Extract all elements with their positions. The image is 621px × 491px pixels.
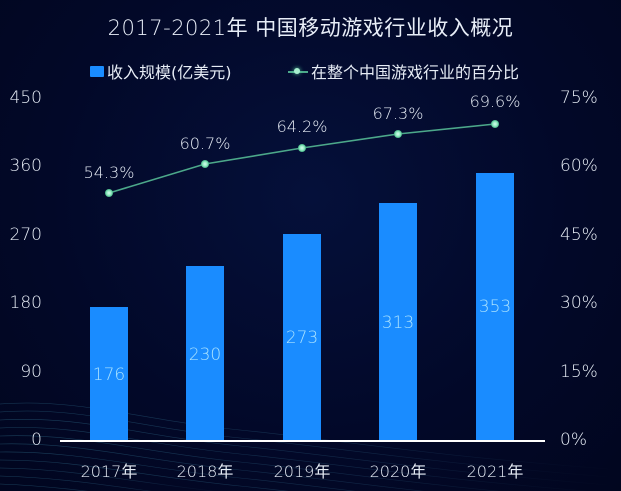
x-axis-label: 2018年	[176, 462, 234, 481]
bar-value-label: 273	[285, 328, 319, 348]
x-axis-label: 2020年	[369, 462, 427, 481]
percentage-label: 64.2%	[276, 117, 328, 136]
bar-value-label: 176	[92, 365, 126, 385]
bar-value-label: 230	[188, 345, 222, 365]
x-axis-line	[60, 440, 545, 442]
percentage-label: 67.3%	[372, 104, 424, 123]
bar-2018[interactable]	[186, 266, 224, 441]
chart-title: 2017-2021年 中国移动游戏行业收入概况	[107, 16, 514, 40]
bar-value-label: 353	[478, 297, 512, 317]
legend-item-revenue[interactable]: 收入规模(亿美元)	[90, 59, 232, 83]
x-axis-label: 2021年	[466, 462, 524, 481]
left-axis-tick: 180	[9, 293, 42, 313]
percentage-label: 69.6%	[469, 92, 521, 111]
legend-label-percentage: 在整个中国游戏行业的百分比	[311, 63, 520, 82]
right-axis-tick: 30%	[560, 293, 598, 313]
legend-item-percentage[interactable]: 在整个中国游戏行业的百分比	[288, 59, 519, 83]
legend-label-revenue: 收入规模(亿美元)	[107, 63, 232, 82]
left-axis-tick: 270	[9, 225, 42, 245]
bar-2020[interactable]	[379, 203, 417, 441]
bar-2021[interactable]	[476, 173, 514, 441]
bar-2017[interactable]	[90, 307, 128, 441]
right-axis-tick: 0%	[560, 430, 587, 450]
x-axis-label: 2019年	[273, 462, 331, 481]
right-axis-tick: 45%	[560, 225, 598, 245]
bar-2019[interactable]	[283, 234, 321, 441]
legend: 收入规模(亿美元) 在整个中国游戏行业的百分比	[0, 59, 621, 83]
right-axis-tick: 15%	[560, 362, 598, 382]
right-axis-tick: 60%	[560, 156, 598, 176]
left-axis-tick: 360	[9, 156, 42, 176]
x-axis-label: 2017年	[80, 462, 138, 481]
left-axis-tick: 0	[31, 430, 42, 450]
bar-swatch-icon	[90, 65, 104, 77]
percentage-label: 54.3%	[83, 163, 135, 182]
left-axis-tick: 450	[9, 88, 42, 108]
line-marker-icon	[105, 120, 499, 197]
percentage-label: 60.7%	[179, 134, 231, 153]
right-axis-tick: 75%	[560, 88, 598, 108]
left-axis-tick: 90	[20, 362, 42, 382]
line-marker-icon	[288, 66, 308, 76]
bar-value-label: 313	[381, 313, 415, 333]
